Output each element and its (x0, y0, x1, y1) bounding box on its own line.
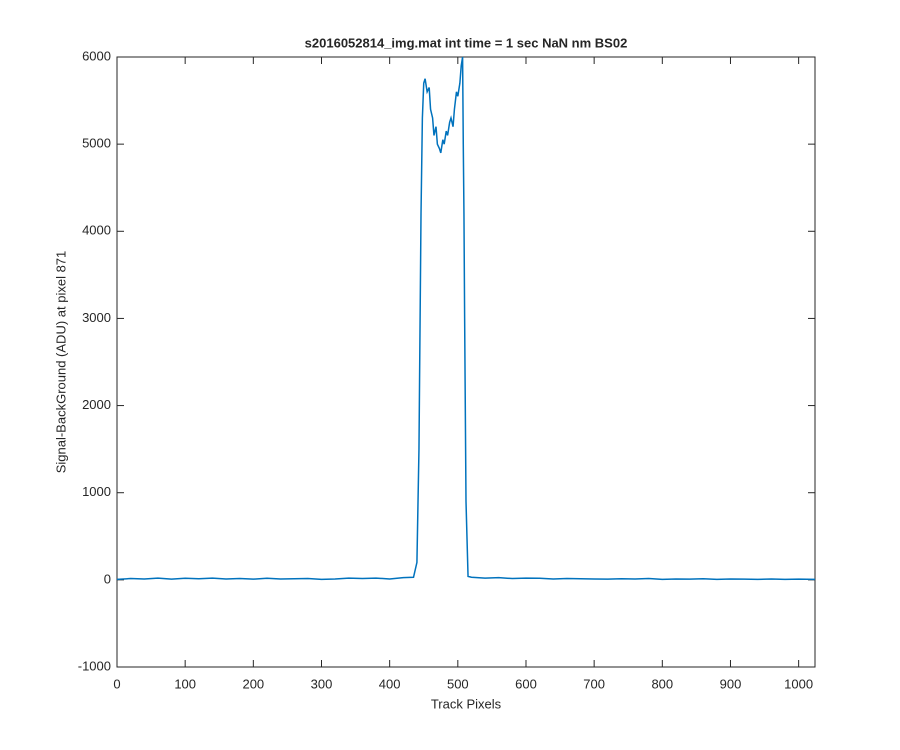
chart-title: s2016052814_img.mat int time = 1 sec NaN… (305, 35, 628, 50)
y-tick-label: 5000 (82, 136, 111, 151)
x-tick-label: 600 (515, 676, 537, 691)
x-tick-label: 400 (379, 676, 401, 691)
data-line (116, 56, 816, 581)
y-axis-label: Signal-BackGround (ADU) at pixel 871 (53, 251, 68, 474)
x-axis-label: Track Pixels (431, 696, 502, 711)
plot-frame (116, 56, 816, 668)
x-tick-label: 800 (651, 676, 673, 691)
x-tick-label: 200 (242, 676, 264, 691)
x-tick-label: 500 (447, 676, 469, 691)
y-tick-label: 4000 (82, 223, 111, 238)
x-tick-label: 1000 (784, 676, 813, 691)
x-tick-label: 0 (113, 676, 120, 691)
x-tick-label: 300 (311, 676, 333, 691)
y-tick-label: 2000 (82, 397, 111, 412)
y-tick-label: 1000 (82, 484, 111, 499)
y-tick-label: 0 (104, 571, 111, 586)
x-tick-label: 100 (174, 676, 196, 691)
y-tick-label: 3000 (82, 310, 111, 325)
y-tick-label: -1000 (78, 658, 111, 673)
x-tick-label: 900 (720, 676, 742, 691)
y-tick-label: 6000 (82, 48, 111, 63)
x-tick-label: 700 (583, 676, 605, 691)
